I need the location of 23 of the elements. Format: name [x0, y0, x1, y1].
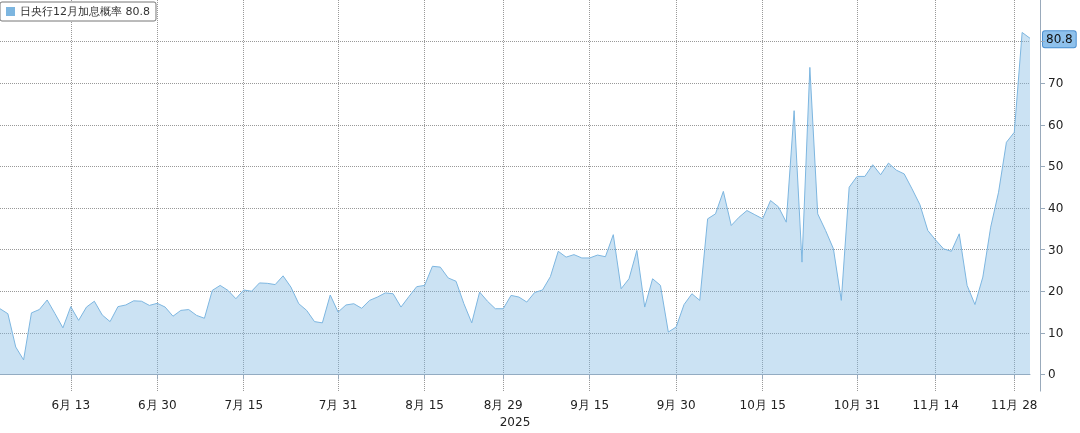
x-tick-label: 6月 30 [137, 398, 177, 413]
x-tick-label: 8月 15 [405, 398, 444, 413]
x-tick-label: 8月 29 [483, 398, 523, 413]
x-tick-label: 6月 13 [51, 398, 91, 413]
y-tick-label: 30 [1048, 242, 1064, 257]
y-tick-label: 20 [1048, 284, 1064, 299]
x-tick-label: 11月 28 [991, 398, 1038, 413]
x-tick-label: 10月 15 [739, 398, 786, 413]
y-tick-label: 60 [1048, 117, 1064, 132]
x-tick-label: 7月 15 [224, 398, 264, 413]
y-tick-label: 10 [1048, 325, 1064, 340]
x-tick-label: 9月 30 [656, 398, 696, 413]
x-tick-label: 7月 31 [318, 398, 358, 413]
x-tick-label: 11月 14 [912, 398, 959, 413]
x-tick-label: 10月 31 [833, 398, 881, 413]
x-axis-title: 2025 [499, 415, 531, 429]
y-tick-label: 70 [1048, 76, 1064, 91]
y-tick-label: 0 [1048, 367, 1056, 382]
text: 80.8 [1046, 32, 1073, 47]
y-tick-label: 50 [1048, 159, 1064, 174]
legend-label: 日央行12月加息概率 80.8 [20, 5, 150, 18]
y-tick-label: 40 [1048, 201, 1064, 216]
x-tick-label: 9月 15 [570, 398, 610, 413]
